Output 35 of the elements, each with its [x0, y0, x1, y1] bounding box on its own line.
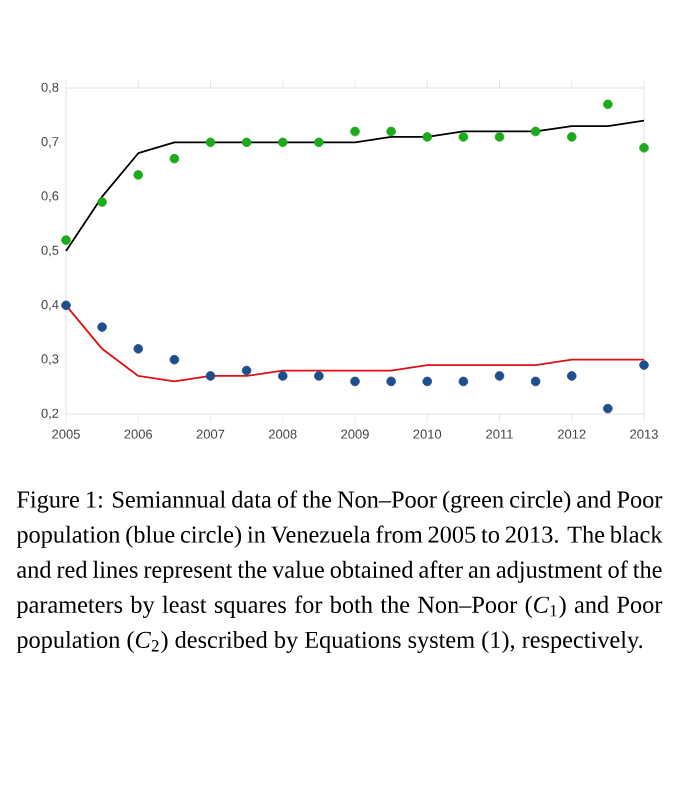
point [350, 376, 360, 387]
point [61, 300, 71, 311]
point [494, 132, 505, 142]
point [639, 143, 649, 153]
point [603, 99, 613, 110]
point [314, 137, 324, 148]
point [277, 371, 288, 381]
point [422, 376, 433, 387]
point [350, 126, 360, 137]
point [458, 132, 469, 142]
point [386, 376, 396, 387]
point [97, 197, 107, 207]
point [241, 365, 252, 376]
point [241, 137, 252, 148]
point [566, 371, 577, 381]
point [133, 170, 144, 180]
point [169, 354, 180, 365]
point [61, 235, 71, 245]
point [205, 371, 216, 381]
point [314, 371, 324, 381]
point [566, 132, 577, 142]
point [422, 132, 433, 142]
point [494, 371, 505, 381]
point [133, 344, 144, 354]
text: Figure 1: Semiannual data of the Non–Poor (green circle) and Poor population (blue circle) in Venezuela from 2005 to 2013. The black and red lines represent the value obtained after an adjustment of the parameters by least squares for both the Non–Poor (C$_{1}$) and Poor population (C$_{2}$) described by Equations system (1), respectively. [16, 490, 663, 654]
point [639, 360, 649, 370]
point [530, 376, 541, 387]
point [169, 153, 180, 164]
point [530, 126, 541, 137]
point [603, 403, 613, 414]
point [458, 376, 469, 387]
point [97, 322, 107, 332]
point [386, 126, 396, 137]
point [277, 137, 288, 148]
point [205, 137, 216, 148]
